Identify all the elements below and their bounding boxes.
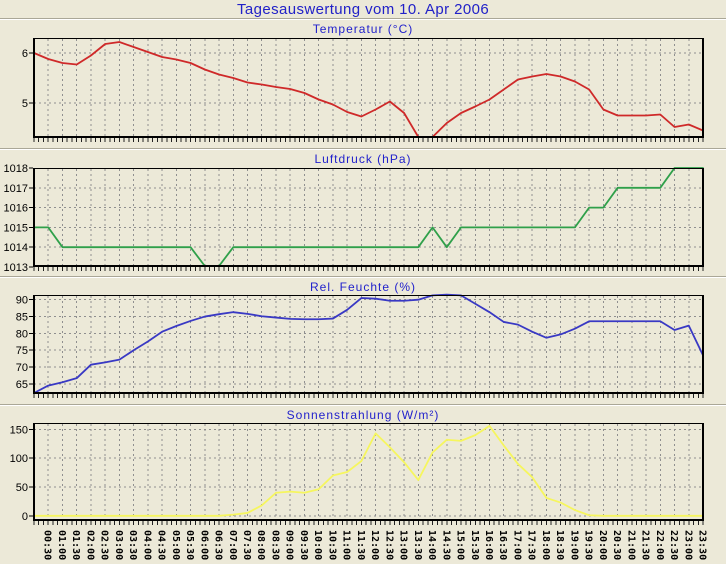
x-tick-label: 14:00 bbox=[426, 530, 437, 560]
x-tick-label: 17:30 bbox=[526, 530, 537, 560]
x-tick-label: 07:30 bbox=[241, 530, 252, 560]
x-tick-label: 00:30 bbox=[42, 530, 53, 560]
x-tick-label: 13:00 bbox=[398, 530, 409, 560]
x-tick-label: 16:30 bbox=[497, 530, 508, 560]
section-humidity: Rel. Feuchte (%) 65 70 75 80 85 90 bbox=[0, 276, 726, 404]
x-tick-label: 19:00 bbox=[568, 530, 579, 560]
x-tick-label: 02:30 bbox=[99, 530, 110, 560]
x-tick-label: 22:00 bbox=[654, 530, 665, 560]
y-tick-label: 1015 bbox=[4, 222, 28, 234]
x-tick-label: 15:00 bbox=[455, 530, 466, 560]
temperature-chart: 56 bbox=[22, 38, 704, 142]
x-tick-label: 09:00 bbox=[284, 530, 295, 560]
x-tick-label: 19:30 bbox=[583, 530, 594, 560]
x-tick-label: 21:30 bbox=[640, 530, 651, 560]
x-tick-label: 23:30 bbox=[697, 530, 708, 560]
x-tick-label: 08:30 bbox=[269, 530, 280, 560]
y-tick-label: 100 bbox=[10, 453, 28, 465]
section-pressure: Luftdruck (hPa) 1013 1014 1015 1016 1017 1018 bbox=[0, 148, 726, 276]
y-tick-label: 80 bbox=[16, 328, 28, 340]
pressure-chart: 1013 1014 1015 1016 1017 1018 bbox=[4, 163, 704, 274]
chart-title-pressure: Luftdruck (hPa) bbox=[314, 152, 412, 166]
x-tick-label: 11:30 bbox=[355, 530, 366, 560]
x-tick-label: 10:00 bbox=[312, 530, 323, 560]
y-tick-label: 70 bbox=[16, 362, 28, 374]
chart-title-temperature: Temperatur (°C) bbox=[312, 22, 414, 36]
y-tick-label: 85 bbox=[16, 312, 28, 324]
x-tick-label: 13:30 bbox=[412, 530, 423, 560]
x-tick-label: 20:00 bbox=[597, 530, 608, 560]
y-tick-label: 5 bbox=[22, 98, 28, 110]
section-solar-radiation: Sonnenstrahlung (W/m²) 0 50 100 150 00:30 01:… bbox=[0, 404, 726, 564]
data-line bbox=[33, 424, 704, 517]
x-tick-label: 06:30 bbox=[213, 530, 224, 560]
x-tick-label: 15:30 bbox=[469, 530, 480, 560]
chart-title-humidity: Rel. Feuchte (%) bbox=[309, 280, 417, 294]
x-tick-label: 03:30 bbox=[127, 530, 138, 560]
y-tick-label: 6 bbox=[22, 48, 28, 60]
x-tick-label: 05:30 bbox=[184, 530, 195, 560]
x-tick-label: 05:00 bbox=[170, 530, 181, 560]
x-tick-label: 01:30 bbox=[70, 530, 81, 560]
x-tick-label: 08:00 bbox=[255, 530, 266, 560]
x-tick-label: 12:30 bbox=[383, 530, 394, 560]
x-tick-label: 10:30 bbox=[326, 530, 337, 560]
y-tick-label: 1014 bbox=[4, 242, 28, 254]
x-tick-label: 20:30 bbox=[611, 530, 622, 560]
x-tick-label: 12:00 bbox=[369, 530, 380, 560]
data-line bbox=[33, 293, 704, 394]
x-tick-label: 07:00 bbox=[227, 530, 238, 560]
x-tick-label: 01:00 bbox=[56, 530, 67, 560]
chart-title-solar-radiation: Sonnenstrahlung (W/m²) bbox=[286, 408, 440, 422]
page-title: Tagesauswertung vom 10. Apr 2006 bbox=[236, 1, 490, 18]
x-tick-label: 04:00 bbox=[141, 530, 152, 560]
y-tick-label: 1017 bbox=[4, 183, 28, 195]
x-tick-label: 09:30 bbox=[298, 530, 309, 560]
y-tick-label: 1018 bbox=[4, 163, 28, 175]
x-tick-label: 11:00 bbox=[341, 530, 352, 560]
x-tick-label: 14:30 bbox=[440, 530, 451, 560]
y-tick-label: 150 bbox=[10, 424, 28, 436]
x-tick-label: 04:30 bbox=[156, 530, 167, 560]
x-tick-label: 22:30 bbox=[668, 530, 679, 560]
x-tick-label: 03:00 bbox=[113, 530, 124, 560]
x-tick-label: 06:00 bbox=[198, 530, 209, 560]
y-tick-label: 1013 bbox=[4, 262, 28, 274]
x-tick-label: 18:00 bbox=[540, 530, 551, 560]
y-tick-label: 90 bbox=[16, 295, 28, 307]
x-tick-label: 23:00 bbox=[682, 530, 693, 560]
x-tick-label: 21:00 bbox=[625, 530, 636, 560]
y-tick-label: 75 bbox=[16, 345, 28, 357]
y-tick-label: 65 bbox=[16, 379, 28, 391]
x-tick-label: 16:00 bbox=[483, 530, 494, 560]
x-tick-label: 02:00 bbox=[84, 530, 95, 560]
data-line bbox=[33, 41, 704, 138]
y-tick-label: 0 bbox=[22, 511, 28, 523]
x-tick-label: 17:00 bbox=[511, 530, 522, 560]
x-tick-label: 18:30 bbox=[554, 530, 565, 560]
y-tick-label: 1016 bbox=[4, 203, 28, 215]
humidity-chart: 65 70 75 80 85 90 bbox=[16, 293, 704, 398]
y-tick-label: 50 bbox=[16, 482, 28, 494]
data-line bbox=[33, 167, 704, 267]
